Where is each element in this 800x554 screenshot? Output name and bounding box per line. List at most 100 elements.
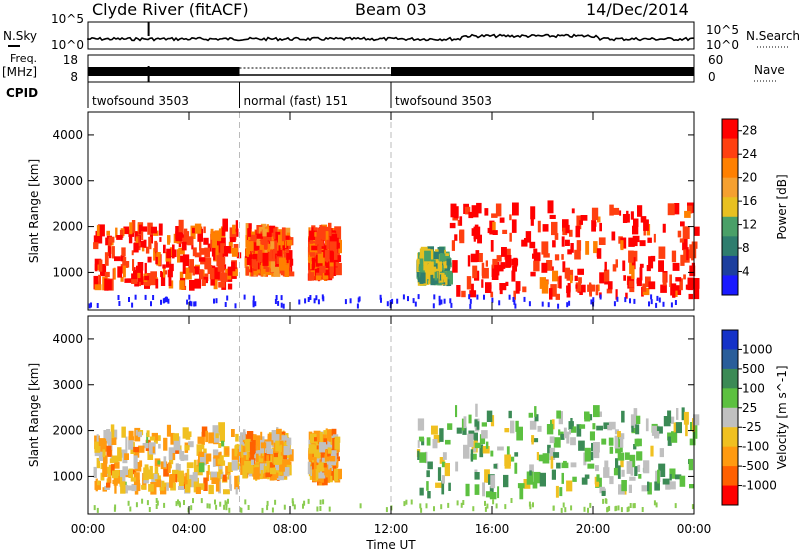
velocity-cell <box>241 444 244 459</box>
colorbar-tick-label: 1000 <box>742 342 773 356</box>
velocity-cell <box>133 472 140 485</box>
power-cell <box>274 231 281 243</box>
power-cell <box>106 230 110 236</box>
power-cell <box>308 230 316 240</box>
power-ground-cell <box>590 299 593 305</box>
power-cell <box>459 229 465 244</box>
nsky-trace <box>87 33 694 42</box>
velocity-cell <box>470 449 474 462</box>
freq-label: Freq. <box>10 52 37 65</box>
velocity-cell <box>261 469 268 479</box>
velocity-cell <box>328 429 332 442</box>
power-cell <box>492 258 498 269</box>
velocity-cell <box>114 469 120 476</box>
power-cell <box>137 244 141 251</box>
power-cell <box>566 288 571 298</box>
velocity-cell <box>570 426 577 433</box>
power-cell <box>278 229 284 240</box>
power-cell <box>454 234 458 241</box>
velocity-cell <box>180 451 185 461</box>
power-cell <box>577 268 584 275</box>
freq-unit-label: [MHz] <box>2 65 37 79</box>
velocity-cell <box>95 478 98 492</box>
velocity-ground-cell <box>283 504 286 510</box>
velocity-cell <box>203 448 207 455</box>
velocity-cell <box>286 437 292 446</box>
velocity-cell <box>206 453 212 462</box>
power-cell <box>554 254 560 261</box>
velocity-cell <box>169 474 176 483</box>
power-cell <box>144 262 147 275</box>
power-cell <box>121 247 126 257</box>
velocity-cell <box>179 449 182 460</box>
power-ground-cell <box>469 303 472 309</box>
power-cell <box>318 240 324 247</box>
velocity-cell <box>227 473 230 480</box>
velocity-cell <box>318 472 326 479</box>
power-cell <box>145 246 150 254</box>
velocity-cell <box>514 462 518 474</box>
power-ground-cell <box>443 298 446 304</box>
velocity-ground-cell <box>183 500 185 505</box>
velocity-cell <box>474 432 478 442</box>
power-cell <box>131 279 138 284</box>
power-ground-cell <box>315 295 318 301</box>
x-tick-label: 12:00 <box>374 522 409 536</box>
velocity-cell <box>531 438 539 443</box>
velocity-cell <box>553 452 560 458</box>
power-cell <box>217 237 222 250</box>
power-cell <box>194 223 202 234</box>
power-cell <box>419 248 427 259</box>
power-cell <box>632 235 640 243</box>
power-cell <box>555 293 560 300</box>
velocity-cell <box>147 474 154 480</box>
velocity-cell <box>551 469 556 480</box>
velocity-cell <box>637 464 641 472</box>
power-cell <box>329 259 334 273</box>
velocity-cell <box>654 481 660 491</box>
power-cell <box>133 242 139 253</box>
velocity-cell <box>315 471 318 481</box>
velocity-cell <box>131 484 137 492</box>
velocity-cell <box>559 487 563 497</box>
power-cell <box>446 270 453 285</box>
power-cell <box>278 257 286 271</box>
velocity-cell <box>484 469 490 483</box>
power-cell <box>154 251 157 258</box>
power-cell <box>94 258 102 270</box>
velocity-cell <box>555 485 559 498</box>
power-cell <box>491 266 499 280</box>
power-ground-cell <box>349 298 352 304</box>
velocity-cell <box>467 433 474 447</box>
velocity-ground-cell <box>322 499 325 505</box>
velocity-cell <box>213 452 220 459</box>
velocity-ground-cell <box>615 505 618 511</box>
velocity-ground-cell <box>674 503 677 509</box>
power-ground-cell <box>541 301 544 307</box>
power-ground-cell <box>624 297 627 303</box>
power-cell <box>679 278 683 291</box>
velocity-cell <box>617 452 625 461</box>
power-cell <box>492 230 498 235</box>
velocity-cell <box>208 432 214 444</box>
power-ground-cell <box>433 294 436 300</box>
power-ground-cell <box>226 295 229 301</box>
velocity-cell <box>634 466 638 476</box>
velocity-cell <box>102 449 105 458</box>
y-tick-label: 4000 <box>52 128 83 142</box>
velocity-ground-cell <box>629 503 632 508</box>
power-cell <box>260 231 267 245</box>
power-cell <box>260 262 264 276</box>
velocity-ground-cell <box>266 500 269 506</box>
power-cell <box>469 290 477 298</box>
power-cell <box>199 273 202 287</box>
velocity-cell <box>619 433 625 440</box>
velocity-cell <box>424 451 428 464</box>
power-ground-cell <box>633 298 636 304</box>
power-colorbar-frame <box>721 118 739 296</box>
velocity-cell <box>620 455 624 468</box>
velocity-cell <box>265 472 272 478</box>
power-cell <box>615 289 618 300</box>
power-cell <box>245 256 252 265</box>
power-cell <box>627 213 630 223</box>
